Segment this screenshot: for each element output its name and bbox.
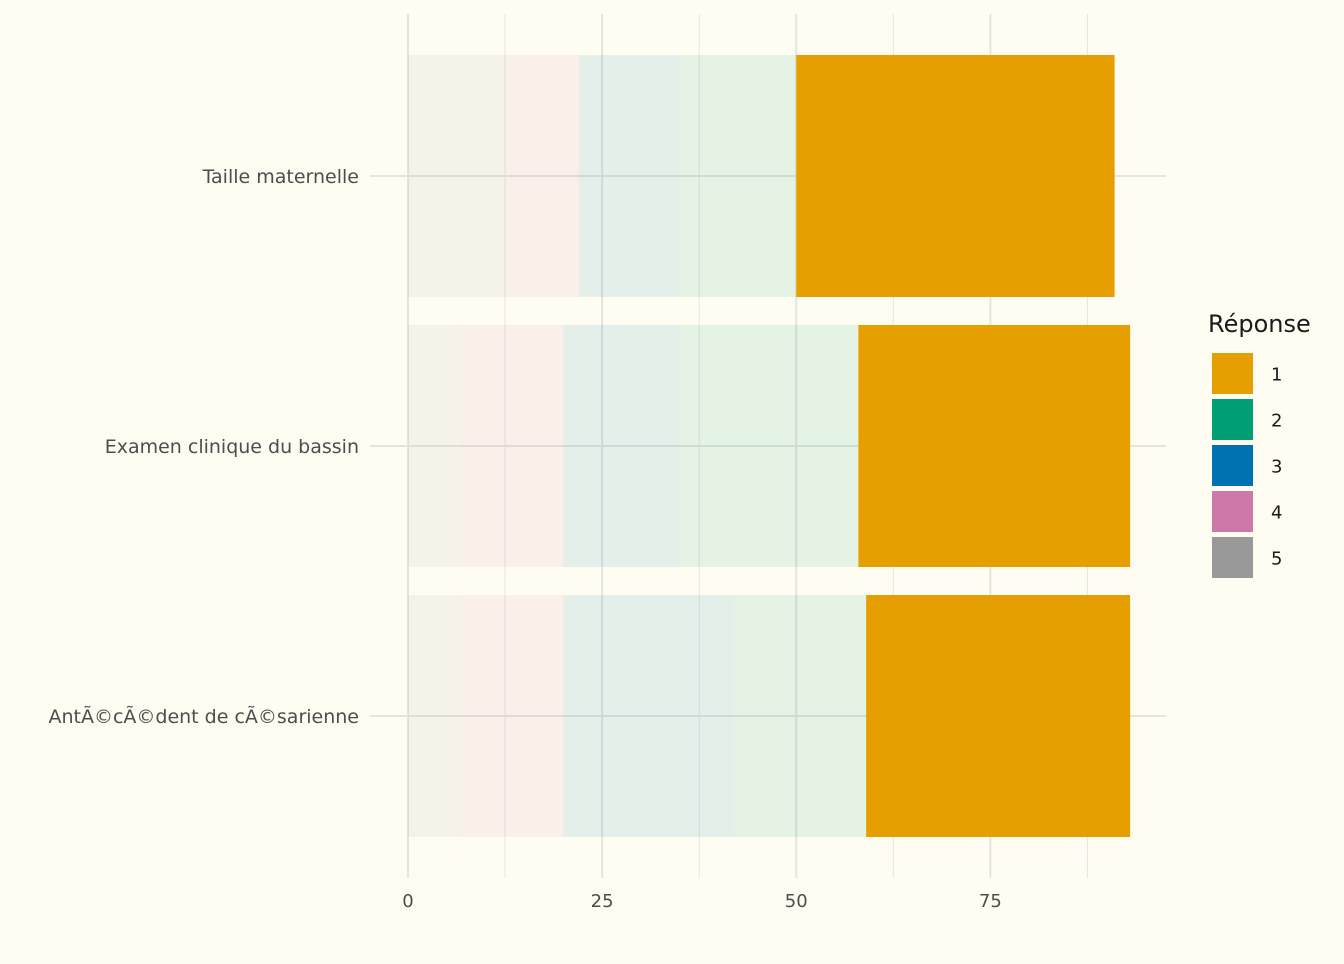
legend-key-1 (1212, 353, 1253, 394)
bar-segment-4 (462, 325, 564, 567)
legend-label-2: 2 (1271, 411, 1282, 432)
legend-key-2 (1212, 399, 1253, 440)
legend-label-3: 3 (1271, 457, 1282, 478)
bar-segment-5 (408, 55, 509, 297)
legend-label-4: 4 (1271, 503, 1282, 524)
legend-key-4 (1212, 491, 1253, 532)
axis-layer: Taille maternelle Examen clinique du bass… (48, 166, 1001, 912)
legend-key-3 (1212, 445, 1253, 486)
bar-segment-5 (408, 325, 463, 567)
bar-segment-2 (679, 55, 797, 297)
legend-label-1: 1 (1271, 365, 1282, 386)
bar-segment-2 (734, 595, 867, 837)
bar-segment-2 (679, 325, 859, 567)
bar-segment-1 (858, 325, 1131, 567)
bar-segment-4 (462, 595, 564, 837)
bar-segment-1 (866, 595, 1131, 837)
x-tick-label: 75 (979, 891, 1002, 912)
bar-segment-1 (796, 55, 1115, 297)
x-tick-label: 25 (591, 891, 614, 912)
category-label: AntÃ©cÃ©dent de cÃ©sarienne (48, 705, 359, 728)
x-tick-label: 50 (785, 891, 808, 912)
legend: Réponse 1 2 3 4 5 (1208, 310, 1311, 578)
bar-segment-4 (508, 55, 579, 297)
legend-title: Réponse (1208, 310, 1311, 338)
category-label: Examen clinique du bassin (105, 436, 359, 458)
bar-segment-3 (578, 55, 680, 297)
legend-key-5 (1212, 537, 1253, 578)
category-label: Taille maternelle (202, 166, 359, 188)
legend-label-5: 5 (1271, 549, 1282, 570)
bar-segment-5 (408, 595, 463, 837)
bars-layer (408, 55, 1131, 837)
bar-segment-3 (563, 325, 680, 567)
bar-segment-3 (563, 595, 735, 837)
x-tick-label: 0 (402, 891, 413, 912)
